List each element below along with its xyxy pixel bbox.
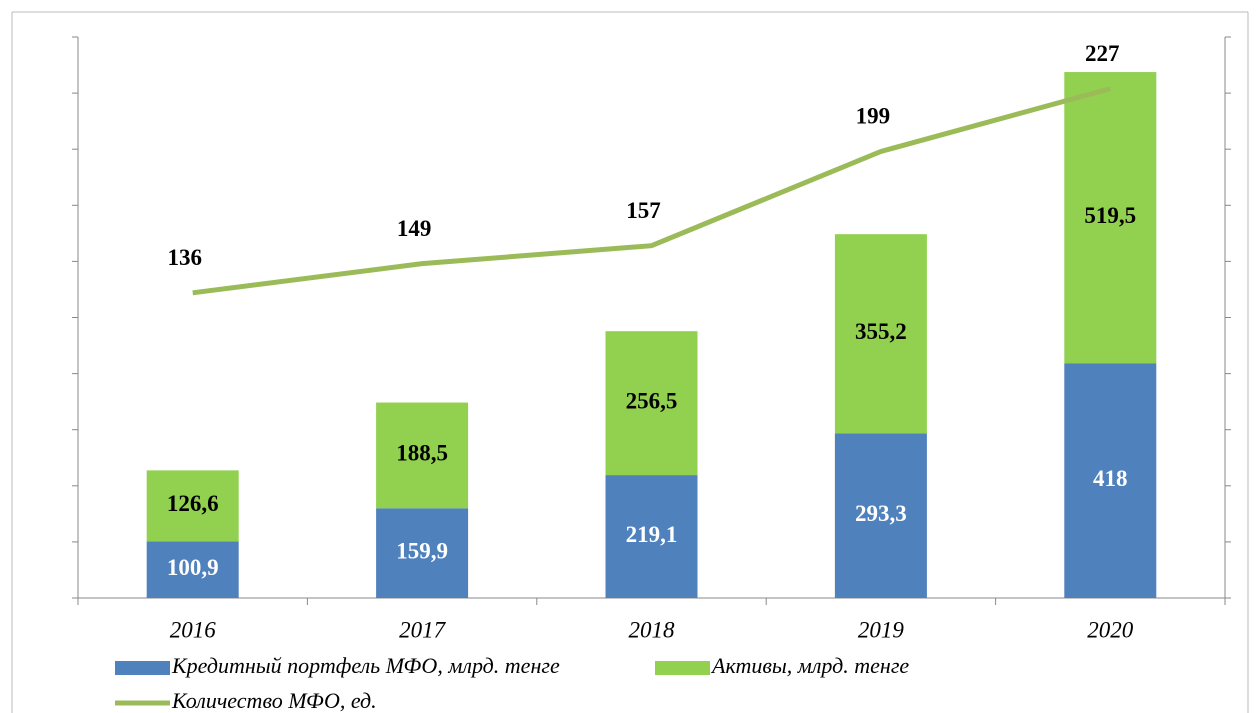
data-label: 199 [856,104,891,129]
bar [605,475,698,598]
x-tick-label: 2017 [399,617,447,642]
bar [834,234,927,434]
data-label: 159,9 [396,538,448,563]
bar [1064,363,1157,598]
data-label: 519,5 [1084,203,1136,228]
data-label: 126,6 [167,491,219,516]
data-label: 100,9 [167,555,219,580]
data-label: 219,1 [626,522,678,547]
x-tick-label: 2018 [629,617,676,642]
data-label: 157 [626,198,661,223]
legend-swatch [115,661,170,675]
bar [605,331,698,476]
legend-label: Количество МФО, ед. [171,688,377,713]
legend-label: Активы, млрд. тенге [710,653,909,678]
data-label: 136 [167,245,202,270]
data-label: 355,2 [855,319,907,344]
data-label: 188,5 [396,441,448,466]
bar [1064,72,1157,364]
legend-label: Кредитный портфель МФО, млрд. тенге [171,653,560,678]
bar [146,470,239,542]
data-label: 149 [397,216,432,241]
x-tick-label: 2016 [170,617,217,642]
data-label: 293,3 [855,501,907,526]
x-tick-label: 2020 [1087,617,1134,642]
line [192,86,1111,296]
data-label: 227 [1085,41,1120,66]
data-label: 256,5 [626,388,678,413]
data-label: 418 [1093,466,1128,491]
legend-swatch [655,661,710,675]
bar [376,402,469,509]
bar [834,433,927,598]
x-tick-label: 2019 [858,617,905,642]
bar [146,541,239,598]
bar [376,508,469,598]
